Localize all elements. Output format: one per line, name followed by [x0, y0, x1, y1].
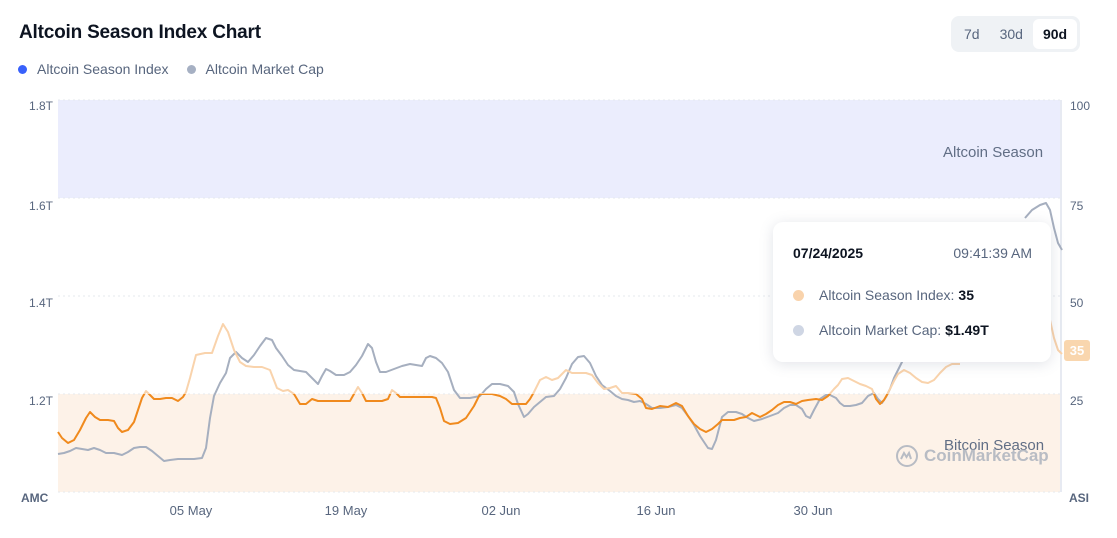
left-axis-title: AMC	[21, 491, 49, 505]
page-title: Altcoin Season Index Chart	[19, 22, 261, 43]
season-index-line-bitcoin-zone	[57, 394, 889, 444]
tooltip-time: 09:41:39 AM	[953, 245, 1032, 261]
tooltip-index-value: 35	[958, 287, 974, 303]
left-axis-tick: 1.4T	[28, 296, 53, 310]
bitcoin-season-zone	[58, 394, 1060, 492]
legend-dot-icon	[18, 64, 27, 74]
x-axis-tick: 02 Jun	[481, 503, 521, 518]
chart-tooltip: 07/24/2025 09:41:39 AM Altcoin Season In…	[773, 222, 1051, 362]
tooltip-index-label: Altcoin Season Index:	[819, 287, 955, 303]
legend-item-altcoin-market-cap[interactable]: Altcoin Market Cap	[186, 61, 324, 77]
legend-item-altcoin-season-index[interactable]: Altcoin Season Index	[18, 61, 169, 77]
x-axis-tick: 16 Jun	[636, 503, 676, 518]
left-axis-tick: 1.2T	[28, 394, 53, 408]
coinmarketcap-watermark: CoinMarketCap	[896, 445, 1049, 467]
tooltip-date: 07/24/2025	[793, 245, 864, 261]
market-cap-line-tail	[1024, 202, 1063, 251]
legend-label: Altcoin Season Index	[37, 61, 169, 77]
gridlines	[58, 99, 1060, 493]
tooltip-row-index: Altcoin Season Index: 35	[793, 287, 974, 303]
range-selector: 7d 30d 90d	[951, 16, 1081, 52]
altcoin-season-label: Altcoin Season	[943, 144, 1044, 161]
coinmarketcap-logo-icon	[896, 445, 918, 467]
left-axis-tick: 1.8T	[28, 99, 53, 113]
left-axis-tick: 1.6T	[28, 199, 53, 213]
tooltip-row-market-cap: Altcoin Market Cap: $1.49T	[793, 322, 989, 338]
chart-legend: Altcoin Season Index Altcoin Market Cap	[18, 61, 342, 77]
range-7d-button[interactable]: 7d	[964, 26, 980, 42]
right-axis-tick: 100	[1070, 99, 1091, 113]
x-axis-tick: 30 Jun	[793, 503, 833, 518]
market-cap-dot-icon	[793, 324, 804, 336]
right-axis-title: ASI	[1069, 491, 1090, 505]
range-90d-button[interactable]: 90d	[1032, 19, 1078, 49]
right-axis-tick: 75	[1070, 199, 1084, 213]
tooltip-cap-label: Altcoin Market Cap:	[819, 322, 942, 338]
right-axis-tick: 50	[1070, 296, 1084, 310]
legend-label: Altcoin Market Cap	[205, 61, 324, 77]
index-dot-icon	[793, 289, 804, 301]
altcoin-season-zone	[58, 100, 1060, 198]
tooltip-cap-value: $1.49T	[945, 322, 989, 338]
bitcoin-season-label: Bitcoin Season	[944, 437, 1045, 454]
watermark-text: CoinMarketCap	[924, 446, 1049, 465]
current-index-badge: 35	[1064, 340, 1090, 361]
season-index-line-upper	[143, 323, 960, 394]
legend-dot-icon	[186, 64, 196, 74]
x-axis-tick: 05 May	[169, 503, 213, 518]
market-cap-line	[57, 337, 907, 462]
range-30d-button[interactable]: 30d	[999, 26, 1023, 42]
x-axis-tick: 19 May	[324, 503, 368, 518]
right-axis-tick: 25	[1070, 394, 1084, 408]
